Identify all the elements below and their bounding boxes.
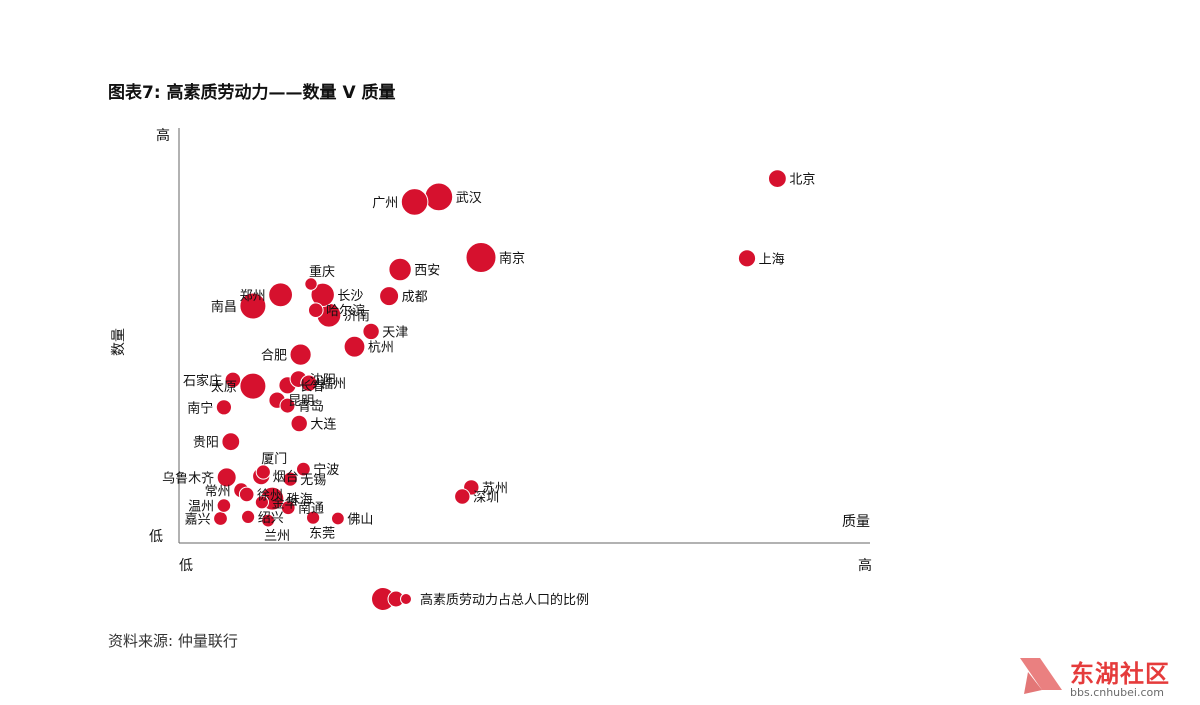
bubble-西安 [388,257,412,282]
point-label: 成都 [402,290,428,305]
point-label: 合肥 [261,349,287,364]
bubble-哈尔滨 [308,302,324,319]
point-label: 青岛 [298,399,324,415]
y-tick-low: 低 [149,529,163,545]
bubble-广州 [400,188,429,216]
watermark-text: 东湖社区 [1070,660,1170,688]
point-label: 杭州 [368,341,394,356]
point-label: 烟台 [273,470,299,485]
bubble-成都 [379,286,400,307]
watermark-logo-icon [1020,658,1062,694]
point-label: 金华 [272,495,298,511]
bubble-太原 [239,372,267,400]
point-label: 无锡 [300,473,326,488]
point-label: 济南 [344,308,370,324]
point-label: 珠海 [287,493,313,508]
bubble-南昌 [239,292,267,320]
bubble-上海 [737,249,757,268]
point-label: 昆明 [288,394,314,409]
size-legend: 高素质劳动力占总人口的比例 [372,588,589,610]
x-tick-low: 低 [179,558,193,574]
point-label: 长春 [299,379,325,394]
point-label: 佛山 [347,513,373,528]
bubble-东莞 [306,510,321,525]
bubble-金华 [254,495,269,510]
point-label: 南宁 [187,400,213,416]
point-label: 宁波 [313,462,339,478]
point-label: 嘉兴 [185,513,211,528]
point-label: 重庆 [309,264,335,280]
bubble-贵阳 [221,432,241,452]
source-note: 资料来源: 仲量联行 [108,632,238,650]
point-label: 天津 [382,325,408,340]
bubble-郑州 [268,282,294,308]
point-label: 哈尔滨 [326,303,365,319]
point-label: 贵阳 [193,436,219,451]
bubble-厦门 [255,464,271,480]
point-label: 苏州 [482,480,508,496]
bubble-嘉兴 [213,511,228,526]
point-label: 上海 [759,252,785,267]
bubble-兰州 [261,513,276,528]
bubble-天津 [362,322,380,341]
point-label: 广州 [372,196,398,211]
page-title: 图表7: 高素质劳动力——数量 V 质量 [108,83,396,103]
bubble-北京 [768,169,787,189]
bubble-佛山 [331,511,345,526]
point-label: 东莞 [309,526,335,541]
x-tick-high: 高 [858,557,872,574]
point-label: 温州 [188,500,214,515]
y-tick-high: 高 [156,127,170,144]
point-label: 南通 [298,501,324,517]
size-legend-label: 高素质劳动力占总人口的比例 [420,592,589,608]
bubble-大连 [290,414,308,433]
bubble-南宁 [215,399,232,416]
point-label: 徐州 [257,488,283,503]
bubble-深圳 [454,488,471,505]
point-label: 长沙 [337,289,363,304]
point-label: 武汉 [456,191,482,206]
size-legend-bubble-large [372,588,394,610]
bubble-宁波 [296,461,311,477]
point-label: 南昌 [211,299,237,315]
x-axis-label: 质量 [842,514,870,530]
point-label: 太原 [211,380,237,395]
point-label: 西安 [414,264,440,279]
point-label: 深圳 [473,491,499,506]
point-label: 郑州 [240,289,266,304]
bubble-南通 [280,500,296,516]
size-legend-bubble-small [400,593,412,605]
bubble-温州 [216,498,232,513]
point-label: 北京 [789,173,815,188]
bubble-徐州 [238,486,255,503]
bubble-乌鲁木齐 [216,467,237,488]
point-label: 大连 [310,417,336,433]
point-label: 沈阳 [310,373,336,388]
point-label: 南京 [499,251,525,267]
point-label: 厦门 [261,452,287,467]
bubble-重庆 [304,277,318,291]
y-axis-label: 数量 [111,328,127,356]
bubble-无锡 [282,471,298,487]
point-label: 常州 [205,484,231,499]
point-label: 绍兴 [258,511,284,526]
point-label: 兰州 [264,529,290,544]
bubble-青岛 [279,397,296,414]
watermark-url: bbs.cnhubei.com [1070,686,1164,699]
bubble-合肥 [289,343,312,366]
bubble-武汉 [424,182,454,212]
point-label: 乌鲁木齐 [162,470,214,486]
point-label: 福州 [320,377,346,392]
point-label: 石家庄 [183,373,222,389]
bubble-绍兴 [241,509,256,525]
bubble-南京 [465,242,497,273]
bubble-石家庄 [224,371,242,389]
bubble-福州 [300,374,318,392]
bubble-长沙 [310,282,335,307]
bubble-杭州 [343,335,366,358]
